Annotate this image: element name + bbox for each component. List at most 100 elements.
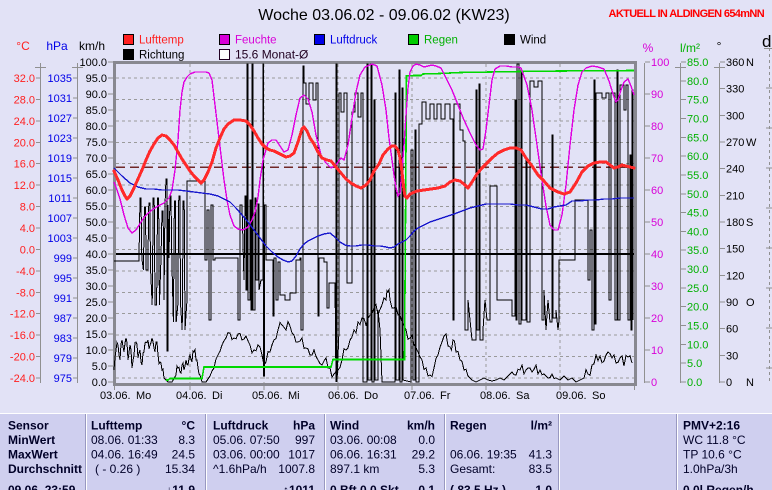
svg-text:S: S	[746, 217, 753, 229]
svg-text:Feuchte: Feuchte	[235, 35, 277, 47]
svg-text:1.0: 1.0	[535, 483, 552, 490]
svg-text:-24.0: -24.0	[10, 373, 35, 385]
svg-text:999: 999	[54, 253, 72, 265]
svg-text:997: 997	[295, 433, 315, 447]
svg-text:60.0: 60.0	[687, 151, 708, 163]
svg-text:240: 240	[726, 164, 744, 176]
svg-text:15.34: 15.34	[165, 462, 195, 476]
svg-text:5.0: 5.0	[92, 361, 107, 373]
svg-text:995: 995	[54, 273, 72, 285]
svg-text:100.0: 100.0	[79, 57, 107, 69]
svg-text:30.0: 30.0	[86, 281, 107, 293]
svg-text:25.0: 25.0	[86, 297, 107, 309]
svg-text:So: So	[592, 390, 605, 402]
svg-text:90.0: 90.0	[86, 89, 107, 101]
svg-text:Fr: Fr	[440, 390, 451, 402]
svg-text:29.2: 29.2	[412, 448, 436, 462]
svg-text:30: 30	[651, 281, 663, 293]
svg-text:Richtung: Richtung	[139, 50, 184, 62]
svg-text:80.0: 80.0	[687, 76, 708, 88]
svg-text:10.0: 10.0	[687, 339, 708, 351]
svg-text:70.0: 70.0	[86, 153, 107, 165]
svg-text:°C: °C	[182, 419, 196, 433]
svg-text:12.0: 12.0	[14, 180, 35, 192]
svg-text:0.0: 0.0	[418, 433, 435, 447]
svg-text:09.06. 23:59: 09.06. 23:59	[8, 483, 76, 490]
svg-text:%: %	[643, 41, 654, 55]
svg-text:-20.0: -20.0	[10, 352, 35, 364]
svg-text:Wind: Wind	[520, 35, 546, 47]
svg-text:O: O	[746, 297, 755, 309]
svg-text:987: 987	[54, 313, 72, 325]
svg-text:60.0: 60.0	[86, 185, 107, 197]
svg-text:983: 983	[54, 333, 72, 345]
svg-text:150: 150	[726, 244, 744, 256]
svg-text:Sa: Sa	[516, 390, 530, 402]
svg-text:65.0: 65.0	[86, 169, 107, 181]
svg-text:50.0: 50.0	[86, 217, 107, 229]
svg-text:09.06.: 09.06.	[556, 390, 587, 402]
svg-text:MaxWert: MaxWert	[8, 448, 58, 462]
svg-text:06.06.: 06.06.	[328, 390, 359, 402]
svg-text:W: W	[746, 137, 757, 149]
svg-text:Luftdruck: Luftdruck	[330, 35, 378, 47]
svg-text:979: 979	[54, 353, 72, 365]
svg-text:MinWert: MinWert	[8, 433, 55, 447]
svg-text:08.06.: 08.06.	[480, 390, 511, 402]
svg-text:30: 30	[726, 350, 738, 362]
svg-text:0.0l Regen/h: 0.0l Regen/h	[683, 483, 754, 490]
svg-text:35.0: 35.0	[687, 245, 708, 257]
svg-text:Regen: Regen	[424, 35, 458, 47]
svg-text:8.0: 8.0	[20, 202, 35, 214]
svg-text:15.0: 15.0	[86, 329, 107, 341]
svg-text:hPa: hPa	[293, 419, 315, 433]
svg-text:1003: 1003	[48, 233, 72, 245]
svg-text:75.0: 75.0	[687, 95, 708, 107]
svg-text:0: 0	[726, 377, 732, 389]
svg-text:-12.0: -12.0	[10, 309, 35, 321]
svg-text:( - 0.26 ): ( - 0.26 )	[95, 462, 140, 476]
svg-text:90: 90	[651, 89, 663, 101]
svg-text:07.06.: 07.06.	[404, 390, 435, 402]
svg-text:90: 90	[726, 297, 738, 309]
svg-text:41.3: 41.3	[529, 448, 553, 462]
svg-text:15.6 Monat-Ø: 15.6 Monat-Ø	[235, 48, 308, 62]
svg-text:04.06.: 04.06.	[176, 390, 207, 402]
svg-text:180: 180	[726, 217, 744, 229]
svg-text:20.0: 20.0	[687, 302, 708, 314]
svg-text:Wind: Wind	[330, 419, 359, 433]
svg-text:d: d	[762, 32, 771, 51]
svg-text:03.06. 00:08: 03.06. 00:08	[330, 433, 397, 447]
svg-text:°: °	[717, 39, 722, 53]
svg-text:06.06. 19:35: 06.06. 19:35	[450, 448, 517, 462]
svg-text:PMV+2:16: PMV+2:16	[683, 419, 740, 433]
svg-text:04.06. 16:49: 04.06. 16:49	[91, 448, 158, 462]
svg-text:330: 330	[726, 84, 744, 96]
svg-text:60: 60	[651, 185, 663, 197]
svg-text:60: 60	[726, 324, 738, 336]
svg-text:°C: °C	[16, 39, 30, 53]
svg-text:55.0: 55.0	[86, 201, 107, 213]
svg-text:( 83.5 Hz ): ( 83.5 Hz )	[450, 483, 506, 490]
svg-text:Durchschnitt: Durchschnitt	[8, 462, 82, 476]
svg-text:1035: 1035	[48, 73, 72, 85]
svg-text:20.0: 20.0	[14, 137, 35, 149]
svg-text:Regen: Regen	[450, 419, 487, 433]
svg-text:0 Bft 0.0 Skt: 0 Bft 0.0 Skt	[330, 483, 399, 490]
svg-text:45.0: 45.0	[687, 208, 708, 220]
svg-text:05.06. 07:50: 05.06. 07:50	[213, 433, 280, 447]
svg-text:45.0: 45.0	[86, 233, 107, 245]
svg-text:100: 100	[651, 57, 669, 69]
svg-text:↑1011: ↑1011	[283, 483, 315, 490]
svg-text:50.0: 50.0	[687, 189, 708, 201]
svg-text:1023: 1023	[48, 133, 72, 145]
svg-text:20.0: 20.0	[86, 313, 107, 325]
svg-text:40.0: 40.0	[687, 226, 708, 238]
svg-text:l/m²: l/m²	[531, 419, 552, 433]
svg-text:5.3: 5.3	[418, 462, 435, 476]
svg-text:hPa: hPa	[46, 39, 68, 53]
svg-text:06.06. 16:31: 06.06. 16:31	[330, 448, 397, 462]
svg-text:40.0: 40.0	[86, 249, 107, 261]
svg-text:↓11.9: ↓11.9	[166, 483, 195, 490]
svg-text:897.1 km: 897.1 km	[330, 462, 379, 476]
